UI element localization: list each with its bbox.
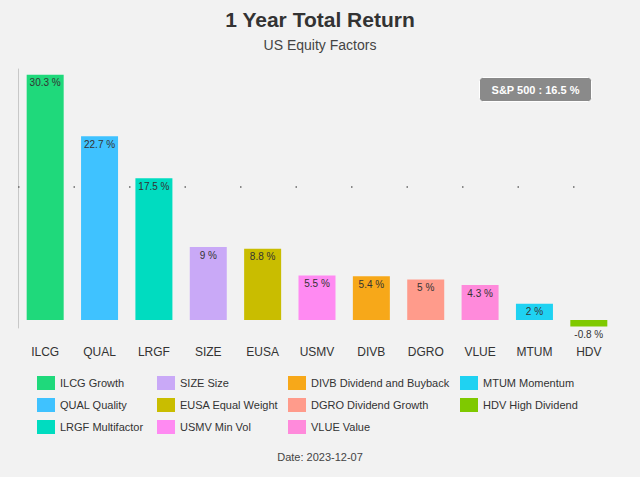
svg-text:-0.8 %: -0.8 %	[574, 329, 603, 340]
svg-text:ILCG Growth: ILCG Growth	[60, 377, 124, 389]
svg-text:MTUM: MTUM	[516, 345, 552, 359]
svg-text:QUAL: QUAL	[83, 345, 116, 359]
svg-text:ILCG: ILCG	[31, 345, 59, 359]
svg-text:S&P 500 : 16.5 %: S&P 500 : 16.5 %	[492, 84, 580, 96]
svg-text:USMV: USMV	[300, 345, 335, 359]
svg-text:EUSA: EUSA	[246, 345, 279, 359]
svg-text:5.5 %: 5.5 %	[304, 278, 330, 289]
svg-text:8.8 %: 8.8 %	[250, 251, 276, 262]
svg-text:DIVB Dividend and Buyback: DIVB Dividend and Buyback	[311, 377, 450, 389]
svg-text:HDV: HDV	[576, 345, 601, 359]
svg-text:17.5 %: 17.5 %	[138, 181, 169, 192]
svg-text:USMV Min Vol: USMV Min Vol	[180, 421, 251, 433]
svg-text:HDV High Dividend: HDV High Dividend	[483, 399, 578, 411]
svg-text:US Equity Factors: US Equity Factors	[264, 37, 377, 53]
svg-text:QUAL Quality: QUAL Quality	[60, 399, 127, 411]
svg-text:LRGF: LRGF	[138, 345, 170, 359]
svg-text:5.4 %: 5.4 %	[359, 279, 385, 290]
svg-text:LRGF Multifactor: LRGF Multifactor	[60, 421, 143, 433]
svg-text:MTUM Momentum: MTUM Momentum	[483, 377, 574, 389]
svg-text:DGRO: DGRO	[408, 345, 444, 359]
svg-text:SIZE Size: SIZE Size	[180, 377, 229, 389]
svg-text:DGRO Dividend Growth: DGRO Dividend Growth	[311, 399, 428, 411]
svg-text:30.3 %: 30.3 %	[30, 77, 61, 88]
svg-text:5 %: 5 %	[417, 282, 434, 293]
svg-text:4.3 %: 4.3 %	[467, 288, 493, 299]
svg-text:22.7 %: 22.7 %	[84, 139, 115, 150]
svg-text:2 %: 2 %	[526, 306, 543, 317]
svg-text:VLUE Value: VLUE Value	[311, 421, 370, 433]
svg-text:Date: 2023-12-07: Date: 2023-12-07	[277, 451, 363, 463]
svg-text:1 Year Total Return: 1 Year Total Return	[225, 8, 414, 31]
svg-text:DIVB: DIVB	[357, 345, 385, 359]
svg-text:9 %: 9 %	[200, 250, 217, 261]
svg-text:SIZE: SIZE	[195, 345, 222, 359]
svg-text:EUSA Equal Weight: EUSA Equal Weight	[180, 399, 278, 411]
svg-text:VLUE: VLUE	[464, 345, 495, 359]
